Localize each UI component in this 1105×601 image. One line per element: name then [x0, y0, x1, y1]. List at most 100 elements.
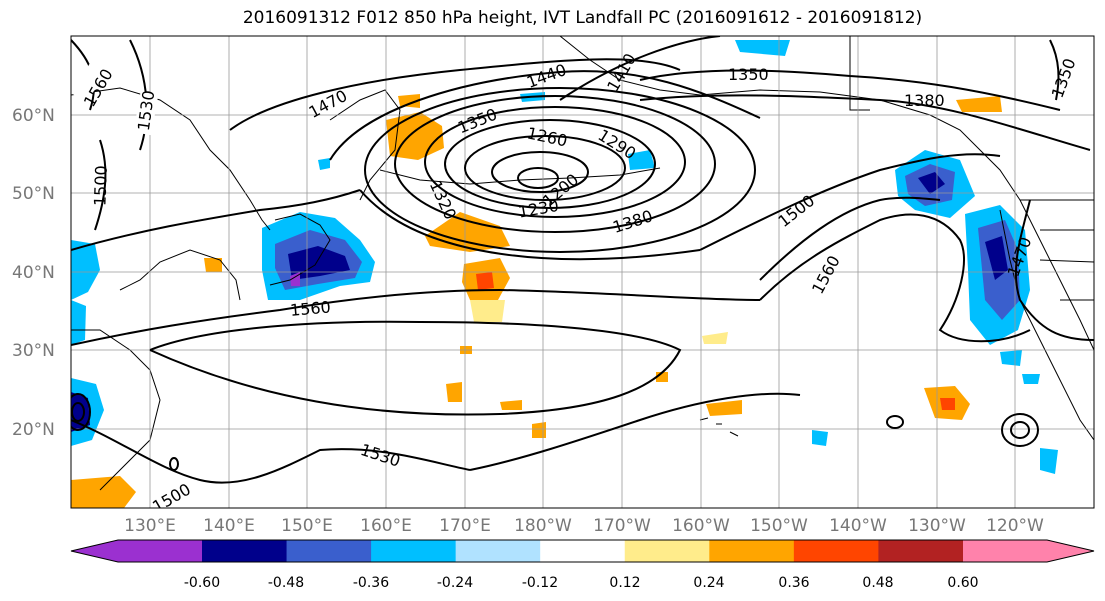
contour-1530-south [71, 419, 471, 484]
ivt-shade-pos-5 [71, 476, 136, 508]
height-contours [71, 36, 1094, 484]
colorbar-segment [286, 540, 372, 562]
contour-hurricane-2 [1010, 421, 1030, 439]
colorbar-segment [793, 540, 879, 562]
ivt-shade-pos-12 [532, 422, 546, 438]
colorbar-segment [71, 540, 202, 562]
coastlines [71, 36, 1094, 491]
lon-label: 130°E [124, 516, 176, 536]
ivt-shade-pos-4-core [476, 272, 494, 290]
ivt-shade-pos-8 [702, 332, 728, 344]
contour-1350-ne [1049, 39, 1060, 101]
colorbar-segment [709, 540, 795, 562]
contour-1530-east [759, 196, 941, 281]
ivt-shade-pos-2 [398, 94, 420, 108]
gridlines [71, 36, 1094, 508]
ivt-shade-pos-9 [956, 96, 1002, 112]
colorbar-tick-label: -0.48 [268, 575, 304, 591]
colorbar-segment [624, 540, 710, 562]
lat-label-50: 50°N [12, 184, 55, 204]
contour-low-7 [364, 87, 756, 253]
ivt-shade-small-7 [1022, 374, 1040, 384]
colorbar-tick-label: 0.24 [693, 575, 724, 591]
map-title: 2016091312 F012 850 hPa height, IVT Land… [242, 8, 923, 28]
colorbar-tick-label: 0.60 [947, 575, 978, 591]
contour-low-4 [444, 119, 656, 209]
contour-1380-north [639, 94, 1091, 151]
contour-low-1 [517, 167, 559, 189]
colorbar-tick-label: -0.36 [353, 575, 389, 591]
contour-low-2 [491, 151, 589, 193]
colorbar-segment [878, 540, 964, 562]
longitude-labels: 130°E 140°E 150°E 160°E 170°E 180°W 170°… [124, 516, 1044, 536]
contour-1530-loop [149, 320, 682, 416]
contour-small-1 [886, 415, 904, 429]
colorbar-tick-label: -0.12 [522, 575, 558, 591]
coast-asia-korea [119, 249, 241, 301]
ivt-shade-pos-11 [500, 400, 522, 410]
map-area: 1560 1530 1500 1470 1440 1410 1350 1380 … [71, 36, 1094, 508]
colorbar-segment [963, 540, 1094, 562]
lon-label: 120°W [986, 516, 1044, 536]
colorbar-segment [371, 540, 457, 562]
contour-1440 [329, 70, 761, 161]
colorbar-tick-label: -0.60 [184, 575, 220, 591]
contour-label: 1560 [289, 297, 331, 319]
lon-label: 130°W [908, 516, 966, 536]
lon-label: 170°E [439, 516, 491, 536]
ivt-shade-pos-7 [706, 400, 742, 416]
contour-low-6 [394, 95, 716, 233]
contour-1500-nw [94, 139, 107, 231]
contour-1470 [229, 58, 681, 131]
colorbar-segment [455, 540, 541, 562]
ivt-shade-pos-13 [204, 258, 222, 272]
ivt-shade-small-2 [735, 40, 790, 56]
contour-label: 1380 [904, 91, 945, 110]
contour-typhoon [71, 393, 91, 431]
contour-1350-north [639, 69, 1061, 111]
lon-label: 160°W [672, 516, 730, 536]
coast-us-west [999, 209, 1094, 441]
contour-small-2 [169, 457, 179, 471]
colorbar-tick-label: -0.24 [437, 575, 473, 591]
contour-1470-east [1014, 199, 1094, 341]
coast-asia-north [71, 87, 271, 231]
lon-label: 170°W [593, 516, 651, 536]
ivt-shade-typhoon-core [71, 392, 90, 432]
ivt-shade-gulf-alaska-darkcore [918, 172, 945, 194]
ivt-shade-west-edge-2 [71, 300, 86, 345]
ivt-shade-pnw-darkcore [985, 236, 1008, 280]
colorbar-ticks: -0.60 -0.48 -0.36 -0.24 -0.12 0.12 0.24 … [184, 575, 979, 591]
contour-1500 [71, 153, 1001, 251]
lat-label-30: 30°N [12, 341, 55, 361]
colorbar-outline [70, 539, 1095, 563]
colorbar [70, 539, 1095, 563]
lat-label-20: 20°N [12, 420, 55, 440]
ivt-negative-shading [71, 40, 1058, 474]
coast-aleutians [379, 167, 661, 185]
lon-label: 150°E [281, 516, 333, 536]
lon-label: 150°W [750, 516, 808, 536]
lat-label-60: 60°N [12, 106, 55, 126]
colorbar-tick-label: 0.12 [609, 575, 640, 591]
ivt-shade-west-edge [71, 240, 100, 300]
contour-typhoon-2 [71, 402, 85, 422]
ivt-shade-pos-10 [446, 382, 462, 402]
lon-label: 140°E [203, 516, 255, 536]
border-states [1039, 229, 1094, 301]
coast-kamchatka [329, 89, 401, 201]
ivt-shade-small-6 [812, 430, 828, 446]
colorbar-tick-label: 0.48 [862, 575, 893, 591]
lon-label: 140°W [829, 516, 887, 536]
contour-1530-b [469, 392, 801, 471]
ivt-shade-pos-6-core [940, 398, 955, 410]
coast-asia-china [71, 329, 161, 491]
ivt-shade-small-4 [1000, 350, 1022, 366]
lon-label: 180°W [514, 516, 572, 536]
contour-low-5 [424, 106, 686, 218]
contour-label: 1350 [728, 65, 769, 84]
contour-1560-east [759, 213, 1031, 343]
ivt-shade-pos-4-fringe [470, 300, 505, 322]
latitude-labels: 60°N 50°N 40°N 30°N 20°N [12, 106, 55, 440]
contour-1560 [71, 288, 761, 346]
